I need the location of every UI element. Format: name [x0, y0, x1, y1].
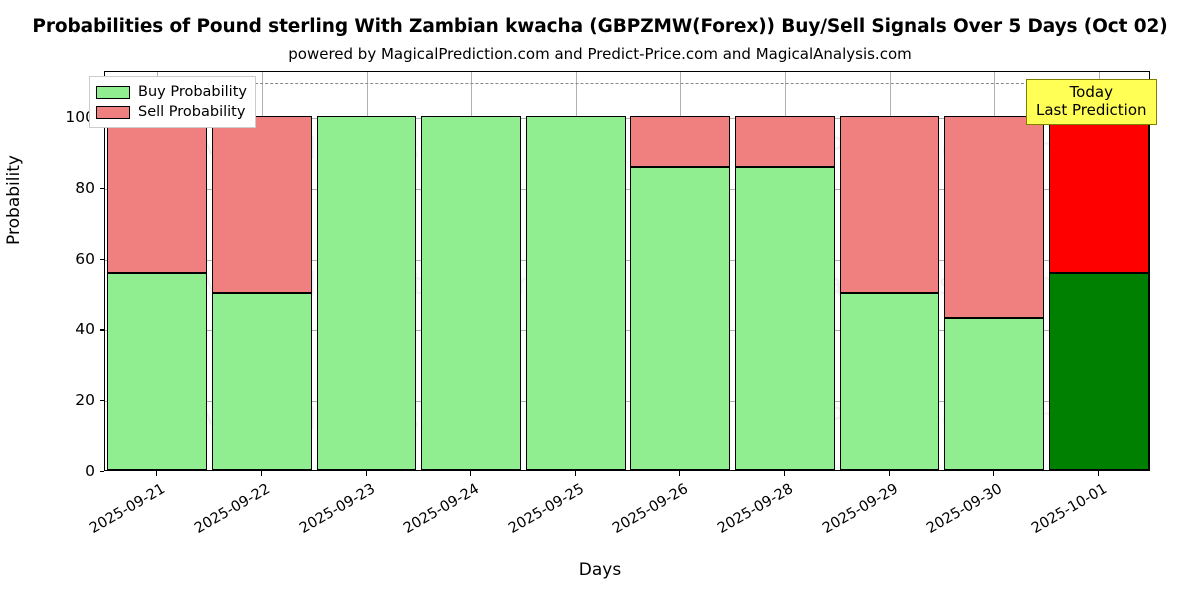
y-tick-mark — [100, 258, 104, 260]
y-axis-label: Probability — [4, 155, 24, 245]
bar-group[interactable] — [525, 72, 626, 470]
x-tick-mark — [260, 471, 263, 476]
x-tick-label: 2025-09-21 — [87, 481, 169, 537]
x-axis-label: Days — [578, 560, 622, 580]
y-tick-label: 20 — [75, 391, 95, 410]
x-tick-mark — [1097, 471, 1099, 476]
legend-item-label: Sell Probability — [138, 104, 246, 120]
bar-segment-sell[interactable] — [839, 116, 940, 294]
bar-segment-sell[interactable] — [944, 116, 1045, 319]
bar-segment-buy[interactable] — [944, 318, 1045, 470]
gridline-y-20 — [105, 401, 1149, 403]
y-tick-label: 0 — [85, 462, 95, 480]
x-tick-mark — [156, 471, 158, 476]
x-tick-label: 2025-09-24 — [401, 481, 483, 537]
x-tick-mark — [993, 471, 995, 476]
x-tick-mark — [679, 471, 681, 476]
y-tick-label: 40 — [75, 320, 95, 339]
gridline-y-60 — [105, 259, 1149, 261]
bar-segment-sell[interactable] — [107, 116, 208, 274]
bar-segment-buy[interactable] — [525, 116, 626, 470]
legend-item-label: Buy Probability — [138, 84, 247, 100]
y-tick-mark — [100, 471, 104, 473]
legend-item[interactable]: Buy Probability — [96, 82, 247, 102]
y-tick-label: 60 — [75, 249, 95, 268]
bar-group[interactable] — [734, 72, 835, 470]
y-tick-mark — [100, 187, 104, 189]
y-tick-mark — [100, 400, 104, 402]
legend-swatch-icon — [96, 85, 130, 99]
bar-group[interactable] — [630, 72, 731, 470]
x-tick-mark — [574, 471, 576, 476]
x-tick-mark — [888, 471, 890, 476]
x-tick-label: 2025-09-29 — [819, 481, 901, 537]
bar-group[interactable] — [944, 72, 1045, 470]
legend-swatch-icon — [96, 105, 130, 119]
x-tick-label: 2025-09-25 — [505, 481, 587, 537]
bar-segment-sell[interactable] — [1048, 116, 1149, 274]
x-tick-label: 2025-09-23 — [296, 481, 378, 537]
gridline-y-100 — [105, 118, 1149, 120]
today-annotation-line2: Last Prediction — [1036, 101, 1147, 120]
today-annotation: Today Last Prediction — [1026, 79, 1157, 125]
bar-series-layer — [105, 72, 1149, 470]
bar-segment-buy[interactable] — [107, 273, 208, 470]
y-tick-mark — [100, 329, 104, 331]
legend-item[interactable]: Sell Probability — [96, 102, 247, 122]
x-tick-label: 2025-09-26 — [610, 481, 692, 537]
chart-subtitle: powered by MagicalPrediction.com and Pre… — [288, 45, 912, 63]
bar-segment-sell[interactable] — [630, 116, 731, 167]
x-tick-mark — [470, 471, 472, 476]
bar-segment-buy[interactable] — [1048, 273, 1149, 470]
reference-dashed-line — [105, 82, 1149, 84]
chart-legend: Buy Probability Sell Probability — [89, 76, 256, 128]
x-tick-mark — [365, 471, 367, 476]
bar-segment-buy[interactable] — [630, 166, 731, 470]
bar-segment-buy[interactable] — [316, 116, 417, 470]
gridline-y-40 — [105, 330, 1149, 332]
page-title: Probabilities of Pound sterling With Zam… — [32, 16, 1168, 37]
bar-segment-buy[interactable] — [734, 166, 835, 470]
bar-segment-sell[interactable] — [734, 116, 835, 167]
bar-group[interactable] — [421, 72, 522, 470]
bar-group[interactable] — [1048, 72, 1149, 470]
bar-group[interactable] — [107, 72, 208, 470]
gridline-y-80 — [105, 188, 1149, 190]
bar-group[interactable] — [839, 72, 940, 470]
today-annotation-line1: Today — [1069, 83, 1113, 101]
x-tick-label: 2025-10-01 — [1028, 481, 1110, 537]
x-tick-label: 2025-09-22 — [191, 481, 273, 537]
x-tick-label: 2025-09-30 — [924, 481, 1006, 537]
plot-area: MagicalAnalysis.comMagicalPrediction.com… — [104, 71, 1150, 471]
bar-segment-buy[interactable] — [211, 293, 312, 470]
bar-segment-buy[interactable] — [839, 293, 940, 470]
x-tick-label: 2025-09-28 — [714, 481, 796, 537]
bar-group[interactable] — [316, 72, 417, 470]
bar-segment-sell[interactable] — [211, 116, 312, 294]
bar-segment-buy[interactable] — [421, 116, 522, 470]
x-tick-mark — [783, 471, 786, 476]
bar-group[interactable] — [211, 72, 312, 470]
y-tick-label: 80 — [75, 178, 95, 197]
y-tick-label: 100 — [65, 108, 95, 127]
